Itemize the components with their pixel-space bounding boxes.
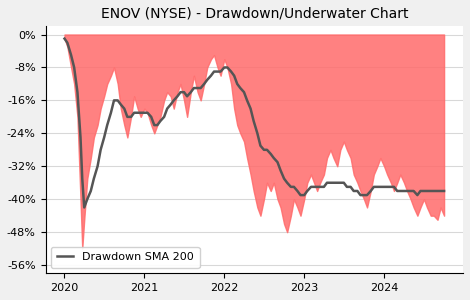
- Legend: Drawdown SMA 200: Drawdown SMA 200: [51, 247, 199, 268]
- Line: Drawdown SMA 200: Drawdown SMA 200: [64, 39, 444, 208]
- Title: ENOV (NYSE) - Drawdown/Underwater Chart: ENOV (NYSE) - Drawdown/Underwater Chart: [101, 7, 408, 21]
